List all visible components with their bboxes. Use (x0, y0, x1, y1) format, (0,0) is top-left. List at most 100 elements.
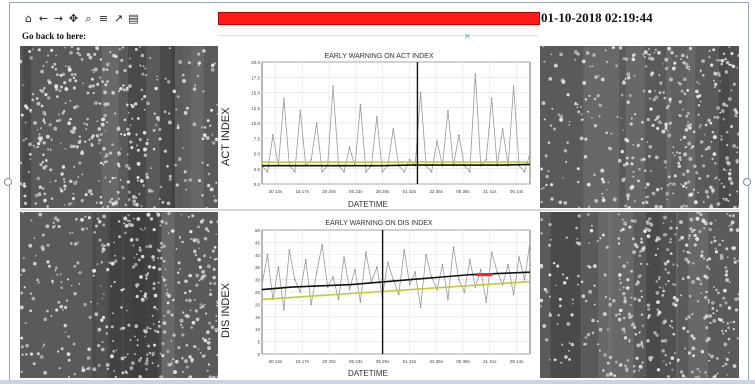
x-tick-label: 20 20s (322, 189, 336, 194)
data-point (365, 251, 367, 254)
y-tick-label: 17.5 (251, 75, 260, 80)
current-datetime: 01-10-2018 02:19:44 (541, 10, 653, 25)
microscope-image-bottom-left-svg (20, 212, 218, 378)
x-tick-label: 05 23s (349, 359, 363, 364)
data-point (496, 271, 499, 274)
x-tick-label: 15 17s (295, 359, 309, 364)
x-tick-label: 35 26s (376, 189, 390, 194)
data-point (365, 170, 367, 173)
data-point (354, 268, 356, 271)
save-icon[interactable]: ▤ (128, 12, 139, 25)
x-tick-label: 21 41s (483, 189, 497, 194)
data-point (343, 256, 345, 259)
edit-axes-icon[interactable]: ↗ (113, 12, 124, 25)
act-chart-title: EARLY WARNING ON ACT INDEX (324, 53, 434, 60)
data-point (452, 246, 455, 249)
x-tick-label: 05 23s (349, 189, 363, 194)
act-chart-xlabel: DATETIME (348, 200, 388, 209)
y-tick-label: 2.5 (254, 167, 261, 172)
data-point (392, 128, 395, 130)
data-point (310, 158, 313, 161)
x-tick-label: 05 38s (456, 359, 470, 364)
microscope-image-bottom-left (20, 212, 218, 378)
data-point (392, 278, 395, 281)
divider-line (218, 35, 538, 36)
data-point (403, 248, 406, 251)
data-point (332, 276, 335, 279)
data-point (304, 258, 307, 261)
home-icon[interactable]: ⌂ (25, 12, 32, 25)
dis-index-chart: 0 5 10 15 20 25 30 35 40 45 50 30 14s 15 17s 20 20s 05… (255, 228, 531, 364)
series-line-0 (261, 242, 531, 310)
data-point (457, 134, 460, 137)
y-tick-label: 5.0 (254, 152, 261, 157)
data-point (485, 301, 488, 303)
y-tick-label: 20 (255, 302, 261, 307)
y-tick-label: 5 (257, 340, 260, 345)
x-tick-label: 05 14s (510, 189, 524, 194)
data-point (321, 170, 324, 173)
data-point (282, 97, 285, 100)
resize-handle-left[interactable] (4, 178, 12, 186)
data-point (375, 266, 378, 269)
data-point (397, 293, 400, 296)
series-line-2 (261, 280, 531, 301)
data-point (408, 283, 411, 286)
forward-arrow-icon[interactable]: → (53, 12, 64, 25)
configure-subplots-icon[interactable]: ≡ (98, 12, 109, 25)
act-index-chart-panel: EARLY WARNING ON ACT INDEX ACT INDEX 0.0… (218, 46, 540, 209)
y-tick-label: 7.5 (254, 136, 261, 141)
act-index-chart: 0.0 2.5 5.0 7.5 10.0 12.5 15.0 17.5 20.0 30 14s 15… (251, 60, 531, 194)
microscope-image-top-right-svg (540, 46, 739, 208)
data-point (507, 263, 510, 266)
x-tick-label: 15 17s (295, 189, 309, 194)
plot-toolbar: ⌂ ← → ✥ ⌕ ≡ ↗ ▤ (22, 10, 140, 28)
data-point (282, 308, 285, 311)
data-point (293, 170, 296, 173)
data-point (348, 146, 351, 149)
go-back-link[interactable]: Go back to here: (22, 31, 87, 41)
resize-handle-right[interactable] (743, 178, 751, 186)
data-point (490, 97, 493, 100)
x-tick-label: 01 32s (403, 189, 417, 194)
data-point (436, 288, 438, 291)
position-marker-icon: ✕ (464, 32, 471, 41)
data-point (529, 241, 531, 244)
x-tick-label: 05 38s (456, 189, 470, 194)
x-tick-label: 21 41s (483, 359, 497, 364)
data-point (425, 253, 427, 256)
data-point (501, 128, 504, 130)
data-point (523, 278, 526, 281)
y-tick-label: 10 (255, 327, 261, 332)
data-point (386, 261, 389, 264)
data-point (315, 122, 318, 124)
zoom-icon[interactable]: ⌕ (85, 12, 92, 25)
y-tick-label: 12.5 (251, 106, 260, 111)
dis-chart-title: EARLY WARNING ON DIS INDEX (325, 220, 433, 227)
data-point (332, 85, 335, 88)
y-tick-label: 40 (255, 253, 261, 258)
data-point (337, 298, 340, 301)
back-arrow-icon[interactable]: ← (38, 12, 49, 25)
data-point (468, 258, 471, 261)
data-point (321, 243, 324, 246)
data-point (457, 278, 460, 281)
data-point (512, 85, 515, 88)
row-separator (20, 209, 739, 211)
data-point (359, 103, 362, 106)
data-point (518, 256, 520, 259)
y-tick-label: 0.0 (254, 182, 261, 187)
x-tick-label: 22 35s (429, 189, 443, 194)
warning-status-bar (218, 12, 540, 25)
data-point (474, 286, 477, 288)
x-tick-label: 30 14s (269, 359, 283, 364)
data-point (490, 251, 493, 254)
data-point (430, 170, 433, 173)
y-tick-label: 15.0 (251, 91, 260, 96)
pan-icon[interactable]: ✥ (68, 12, 79, 25)
data-point (419, 91, 422, 94)
y-tick-label: 20.0 (251, 60, 260, 65)
y-tick-label: 0 (257, 352, 260, 357)
data-point (474, 73, 477, 76)
